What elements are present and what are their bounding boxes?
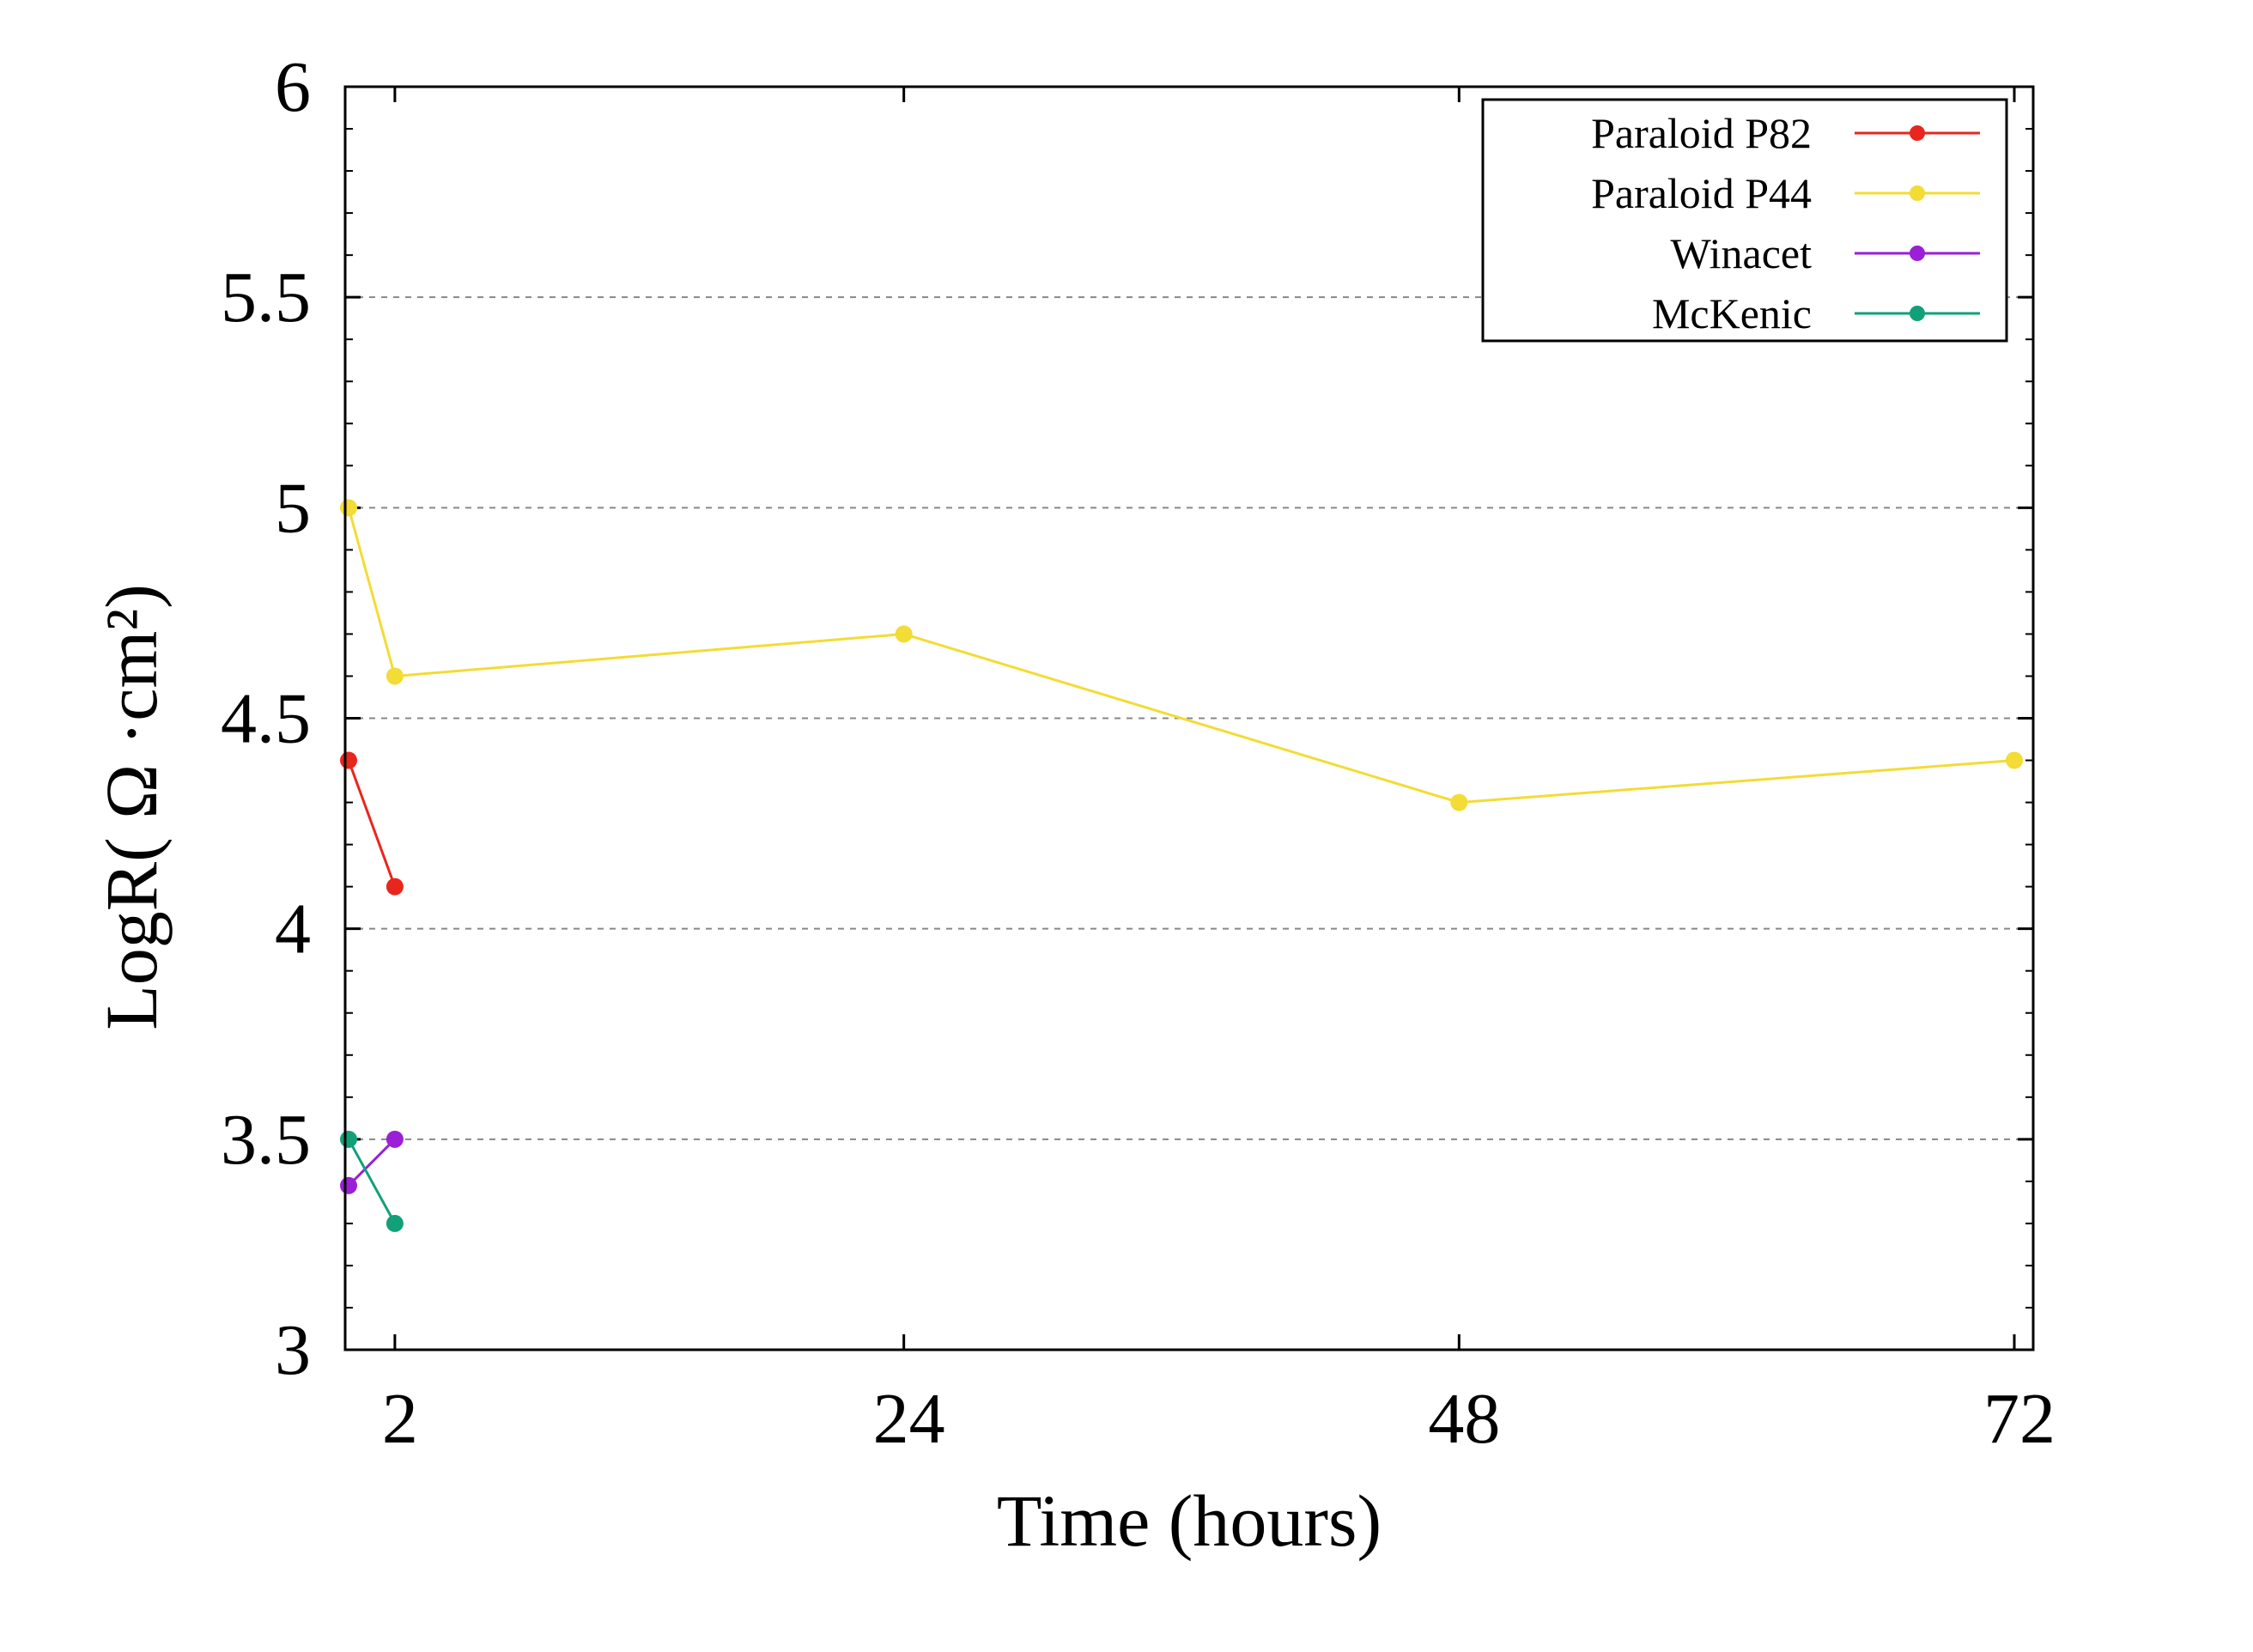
- series-paraloid-p44: [340, 499, 2023, 811]
- y-tick-label: 4.5: [221, 679, 311, 759]
- y-tick-label: 5: [275, 468, 311, 548]
- legend: Paraloid P82 Paraloid P44 Winacet McKenic: [1481, 98, 2008, 343]
- x-tick-label: 2: [382, 1379, 418, 1459]
- data-point: [895, 625, 913, 643]
- y-tick-label: 3.5: [221, 1100, 311, 1180]
- legend-label: Paraloid P82: [1591, 109, 1812, 157]
- legend-item: Winacet: [1670, 229, 1980, 277]
- legend-label: Winacet: [1670, 229, 1812, 277]
- y-tick-label: 3: [275, 1310, 311, 1390]
- x-axis-title: Time (hours): [997, 1479, 1382, 1562]
- tick-labels: 3 3.5 4 4.5 5 5.5 6 2 24 48 72: [221, 47, 2056, 1459]
- data-point: [340, 1176, 357, 1194]
- gridlines: [345, 296, 2033, 1140]
- data-point: [1450, 793, 1468, 811]
- y-tick-label: 4: [275, 890, 311, 969]
- series-line: [347, 1139, 397, 1224]
- x-tick-label: 24: [873, 1379, 945, 1459]
- legend-marker: [1910, 125, 1925, 141]
- data-point: [340, 1130, 357, 1148]
- data-point: [340, 499, 357, 517]
- data-point: [386, 878, 404, 896]
- data-point: [2006, 751, 2023, 769]
- legend-item: Paraloid P44: [1591, 169, 1980, 217]
- data-point: [386, 1130, 404, 1148]
- x-tick-label: 72: [1983, 1379, 2056, 1459]
- series-paraloid-p82: [340, 751, 404, 896]
- legend-label: Paraloid P44: [1591, 169, 1812, 217]
- legend-marker: [1910, 185, 1925, 201]
- data-point: [386, 1214, 404, 1232]
- x-tick-label: 48: [1428, 1379, 1500, 1459]
- legend-marker: [1910, 306, 1925, 321]
- data-point: [386, 667, 404, 685]
- y-tick-label: 5.5: [221, 258, 311, 337]
- series-line: [347, 507, 2015, 805]
- legend-label: McKenic: [1652, 289, 1812, 337]
- series-line: [347, 1138, 396, 1187]
- y-tick-label: 6: [275, 47, 311, 127]
- series-group: [340, 499, 2023, 1232]
- legend-item: McKenic: [1652, 289, 1980, 337]
- legend-marker: [1910, 246, 1925, 261]
- plot-frame: [343, 85, 2035, 1351]
- data-point: [340, 751, 357, 769]
- y-axis-title: LogR( Ω ·cm²): [90, 584, 173, 1030]
- legend-item: Paraloid P82: [1591, 109, 1980, 157]
- series-line: [347, 760, 397, 888]
